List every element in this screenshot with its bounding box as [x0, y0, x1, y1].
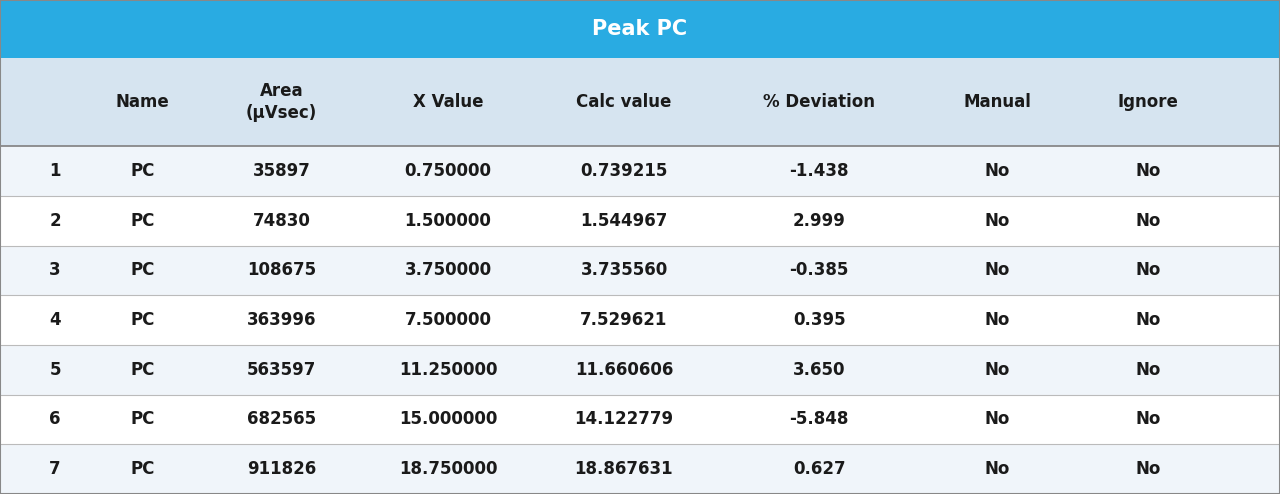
Text: Calc value: Calc value — [576, 93, 672, 111]
Text: PC: PC — [131, 162, 155, 180]
Text: 7.529621: 7.529621 — [580, 311, 668, 329]
Text: Area
(μVsec): Area (μVsec) — [246, 82, 317, 123]
Text: PC: PC — [131, 311, 155, 329]
Text: No: No — [984, 212, 1010, 230]
Text: -0.385: -0.385 — [790, 261, 849, 280]
Text: 3.735560: 3.735560 — [580, 261, 668, 280]
Text: No: No — [1135, 460, 1161, 478]
Text: 363996: 363996 — [247, 311, 316, 329]
Text: No: No — [1135, 311, 1161, 329]
Text: 911826: 911826 — [247, 460, 316, 478]
Text: PC: PC — [131, 212, 155, 230]
Text: 4: 4 — [49, 311, 61, 329]
Text: No: No — [1135, 162, 1161, 180]
Text: 18.867631: 18.867631 — [575, 460, 673, 478]
Text: X Value: X Value — [412, 93, 484, 111]
Text: -5.848: -5.848 — [790, 411, 849, 428]
Bar — [0, 0, 1280, 58]
Text: PC: PC — [131, 460, 155, 478]
Text: -1.438: -1.438 — [790, 162, 849, 180]
Text: 0.750000: 0.750000 — [404, 162, 492, 180]
Text: No: No — [984, 411, 1010, 428]
Text: Peak PC: Peak PC — [593, 19, 687, 39]
Text: No: No — [1135, 212, 1161, 230]
Text: 1.500000: 1.500000 — [404, 212, 492, 230]
Bar — [0, 345, 1280, 395]
Text: 0.739215: 0.739215 — [580, 162, 668, 180]
Text: 15.000000: 15.000000 — [399, 411, 497, 428]
Bar — [0, 444, 1280, 494]
Text: % Deviation: % Deviation — [763, 93, 876, 111]
Bar — [0, 295, 1280, 345]
Bar — [0, 395, 1280, 444]
Text: 14.122779: 14.122779 — [575, 411, 673, 428]
Bar — [0, 196, 1280, 246]
Text: 0.395: 0.395 — [792, 311, 846, 329]
Text: 682565: 682565 — [247, 411, 316, 428]
Text: No: No — [984, 162, 1010, 180]
Text: 1.544967: 1.544967 — [580, 212, 668, 230]
Text: 7: 7 — [49, 460, 61, 478]
Text: 35897: 35897 — [252, 162, 311, 180]
Text: 6: 6 — [50, 411, 60, 428]
Text: 2: 2 — [49, 212, 61, 230]
Text: No: No — [984, 261, 1010, 280]
Text: 2.999: 2.999 — [792, 212, 846, 230]
Text: 563597: 563597 — [247, 361, 316, 379]
Text: 3.650: 3.650 — [792, 361, 846, 379]
Text: No: No — [1135, 361, 1161, 379]
Text: 3: 3 — [49, 261, 61, 280]
Text: Manual: Manual — [963, 93, 1032, 111]
Text: No: No — [984, 311, 1010, 329]
Text: PC: PC — [131, 361, 155, 379]
Text: Ignore: Ignore — [1117, 93, 1179, 111]
Text: PC: PC — [131, 411, 155, 428]
Text: No: No — [1135, 261, 1161, 280]
Text: No: No — [1135, 411, 1161, 428]
Text: No: No — [984, 460, 1010, 478]
Text: 108675: 108675 — [247, 261, 316, 280]
Text: Name: Name — [116, 93, 169, 111]
Text: No: No — [984, 361, 1010, 379]
Text: 11.250000: 11.250000 — [399, 361, 497, 379]
Bar — [0, 58, 1280, 146]
Text: PC: PC — [131, 261, 155, 280]
Text: 1: 1 — [50, 162, 60, 180]
Text: 3.750000: 3.750000 — [404, 261, 492, 280]
Text: 11.660606: 11.660606 — [575, 361, 673, 379]
Text: 74830: 74830 — [252, 212, 311, 230]
Text: 0.627: 0.627 — [792, 460, 846, 478]
Text: 18.750000: 18.750000 — [399, 460, 497, 478]
Bar — [0, 146, 1280, 196]
Bar — [0, 246, 1280, 295]
Text: 7.500000: 7.500000 — [404, 311, 492, 329]
Text: 5: 5 — [50, 361, 60, 379]
